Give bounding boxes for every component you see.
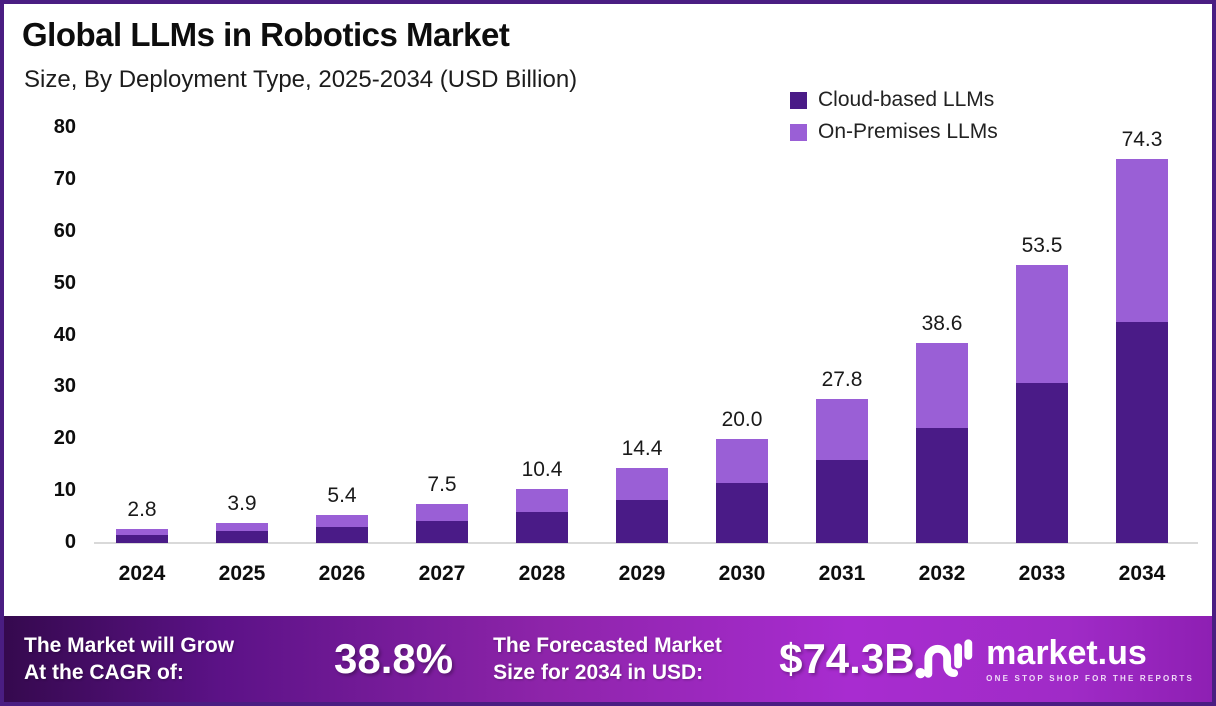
bar-segment-cloud — [116, 535, 168, 543]
bar-total-label: 38.6 — [921, 312, 963, 335]
bar-segment-cloud — [216, 531, 268, 543]
legend-item-cloud: Cloud-based LLMs — [790, 88, 998, 112]
bar-segment-cloud — [1016, 383, 1068, 543]
bar-segment-onprem — [716, 439, 768, 483]
brand-tagline: ONE STOP SHOP FOR THE REPORTS — [986, 673, 1194, 683]
legend-item-onprem: On-Premises LLMs — [790, 120, 998, 144]
x-tick-label-2027: 2027 — [418, 562, 466, 585]
brand-logo: market.us ONE STOP SHOP FOR THE REPORTS — [915, 634, 1194, 684]
bar-total-label: 7.5 — [427, 473, 457, 496]
bar-total-label: 2.8 — [127, 498, 157, 521]
bar-segment-cloud — [716, 483, 768, 543]
y-tick-label: 0 — [64, 531, 76, 553]
bar-segment-onprem — [916, 343, 968, 428]
bar-column-2034: 74.3 — [1092, 128, 1192, 543]
bar-column-2024: 2.8 — [92, 128, 192, 543]
bar-column-2033: 53.5 — [992, 128, 1092, 543]
bar-column-2026: 5.4 — [292, 128, 392, 543]
forecast-value: $74.3B — [779, 635, 915, 682]
bar-column-2029: 14.4 — [592, 128, 692, 543]
forecast-label: The Forecasted Market Size for 2034 in U… — [493, 633, 722, 684]
legend-label: Cloud-based LLMs — [818, 88, 995, 111]
bar-total-label: 27.8 — [821, 368, 863, 391]
bar-column-2031: 27.8 — [792, 128, 892, 543]
bar-chart-plot: 2.8 3.9 5.4 7.5 10.4 14.4 20.0 27.8 38.6 53.5 74.3 — [92, 128, 1192, 543]
page-title: Global LLMs in Robotics Market — [22, 16, 510, 53]
bar-segment-onprem — [616, 468, 668, 500]
chart-legend: Cloud-based LLMs On-Premises LLMs — [790, 88, 998, 144]
x-tick-label-2033: 2033 — [1018, 562, 1066, 585]
x-tick-label-2034: 2034 — [1118, 562, 1166, 585]
cagr-label: The Market will Grow At the CAGR of: — [24, 633, 235, 684]
page-subtitle: Size, By Deployment Type, 2025-2034 (USD… — [24, 66, 578, 93]
bar-total-label: 10.4 — [521, 458, 563, 481]
bar-segment-cloud — [916, 428, 968, 543]
bar-column-2025: 3.9 — [192, 128, 292, 543]
brand-name: market.us — [986, 633, 1147, 672]
bar-segment-cloud — [516, 512, 568, 543]
bar-column-2027: 7.5 — [392, 128, 492, 543]
bar-segment-onprem — [1016, 265, 1068, 383]
bar-segment-cloud — [416, 521, 468, 543]
y-tick-label: 10 — [53, 479, 76, 502]
x-axis-baseline — [94, 542, 1198, 544]
x-tick-label-2025: 2025 — [218, 562, 266, 585]
x-axis-labels: 2024 2025 2026 2027 2028 2029 2030 2031 2032 2033… — [92, 562, 1192, 586]
bar-total-label: 14.4 — [621, 437, 663, 460]
marketus-logo-icon — [915, 639, 973, 679]
bar-segment-cloud — [816, 460, 868, 543]
legend-swatch-onprem-icon — [790, 123, 807, 141]
y-tick-label: 60 — [53, 219, 76, 242]
bar-segment-onprem — [316, 515, 368, 527]
y-tick-label: 20 — [53, 427, 76, 450]
x-tick-label-2026: 2026 — [318, 562, 366, 585]
y-tick-label: 80 — [53, 116, 76, 138]
bar-total-label: 53.5 — [1021, 234, 1063, 257]
legend-label: On-Premises LLMs — [818, 120, 998, 143]
bar-segment-cloud — [316, 527, 368, 543]
x-tick-label-2029: 2029 — [618, 562, 666, 585]
bar-segment-cloud — [616, 500, 668, 543]
footer-banner: The Market will Grow At the CAGR of: 38.… — [4, 616, 1212, 702]
bar-column-2032: 38.6 — [892, 128, 992, 543]
y-tick-label: 40 — [53, 323, 76, 346]
y-tick-label: 50 — [53, 271, 76, 294]
bar-segment-onprem — [516, 489, 568, 512]
bar-segment-onprem — [816, 399, 868, 460]
x-tick-label-2028: 2028 — [518, 562, 566, 585]
x-tick-label-2030: 2030 — [718, 562, 766, 585]
bar-total-label: 74.3 — [1121, 128, 1163, 151]
bar-total-label: 5.4 — [327, 484, 357, 507]
y-tick-label: 70 — [53, 167, 76, 190]
bar-column-2028: 10.4 — [492, 128, 592, 543]
bar-segment-onprem — [116, 529, 168, 535]
x-tick-label-2031: 2031 — [818, 562, 866, 585]
legend-swatch-cloud-icon — [790, 91, 807, 109]
bar-total-label: 3.9 — [227, 492, 257, 515]
bar-column-2030: 20.0 — [692, 128, 792, 543]
bar-segment-onprem — [416, 504, 468, 521]
bar-segment-onprem — [216, 523, 268, 531]
x-tick-label-2032: 2032 — [918, 562, 966, 585]
bar-segment-cloud — [1116, 322, 1168, 543]
y-tick-label: 30 — [53, 375, 76, 398]
bar-total-label: 20.0 — [721, 408, 763, 431]
bar-segment-onprem — [1116, 159, 1168, 323]
cagr-value: 38.8% — [334, 635, 454, 682]
x-tick-label-2024: 2024 — [118, 562, 166, 585]
